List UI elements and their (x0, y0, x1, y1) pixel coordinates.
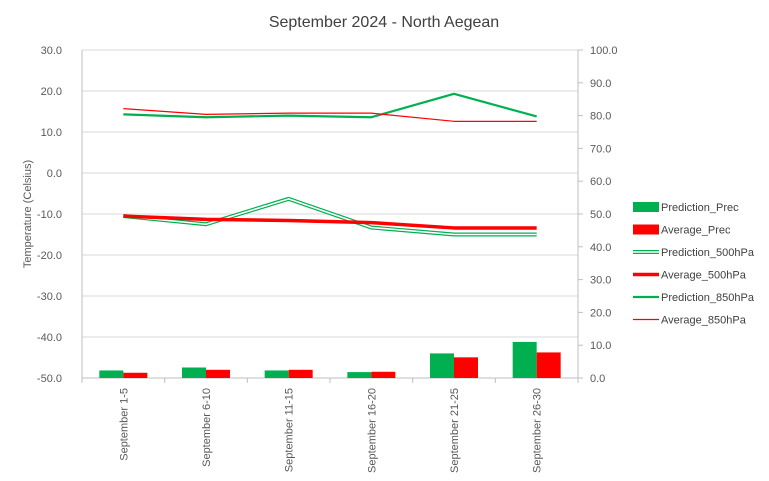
y2-tick-label: 100.0 (590, 45, 618, 57)
bar-average-prec (454, 357, 478, 378)
legend-item-average-500hpa: Average_500hPa (633, 270, 747, 282)
bar-prediction-prec (99, 370, 124, 378)
legend-item-average-850hpa: Average_850hPa (633, 315, 747, 327)
series-line (123, 108, 537, 122)
y-tick-label: 10.0 (41, 127, 62, 139)
y-tick-label: 20.0 (41, 86, 62, 98)
legend-item-average-prec: Average_Prec (633, 224, 731, 237)
x-tick-label: September 21-25 (449, 388, 461, 473)
series-line (123, 214, 537, 230)
bar-prediction-prec (182, 367, 206, 378)
series-line (123, 92, 537, 119)
y2-tick-label: 30.0 (590, 275, 611, 287)
legend-label: Average_850hPa (661, 315, 747, 327)
y-axis-title: Temperature (Celsius) (22, 160, 34, 268)
bar-average-prec (123, 372, 148, 378)
y-tick-label: -10.0 (37, 209, 62, 221)
y2-tick-label: 40.0 (590, 242, 611, 254)
legend-item-prediction-prec: Prediction_Prec (633, 202, 739, 214)
x-tick-label: September 11-15 (284, 388, 296, 472)
series-line-inner (123, 198, 537, 236)
line-average-500hpa (123, 214, 537, 230)
line-average-850hpa (123, 108, 537, 122)
bar-prediction-prec (430, 353, 454, 378)
bar-average-prec (536, 352, 561, 378)
gridlines (82, 49, 578, 338)
legend: Prediction_Prec Average_Prec Prediction_50… (633, 202, 755, 327)
y2-tick-label: 70.0 (590, 143, 611, 155)
legend-label: Prediction_Prec (661, 202, 739, 214)
y-tick-label: -50.0 (37, 373, 62, 385)
y-tick-label: -40.0 (37, 332, 62, 344)
y2-tick-label: 10.0 (590, 340, 611, 352)
bar-prediction-prec (347, 372, 372, 378)
bar-prediction-prec (512, 341, 537, 378)
line-prediction-500hpa (123, 196, 537, 237)
legend-label: Prediction_850hPa (661, 292, 755, 304)
y2-tick-label: 0.0 (590, 373, 605, 385)
x-tick-label: September 6-10 (201, 388, 213, 467)
y2-tick-label: 60.0 (590, 176, 611, 188)
bars (99, 341, 561, 378)
y-tick-label: -20.0 (37, 250, 62, 262)
lines (123, 92, 537, 237)
x-tick-label: September 1-5 (118, 388, 130, 461)
y-tick-label: 0.0 (47, 168, 62, 180)
axes (81, 49, 583, 383)
legend-label: Prediction_500hPa (661, 247, 755, 259)
legend-label: Average_Prec (661, 225, 731, 237)
bar-prediction-prec (264, 370, 289, 378)
y2-tick-label: 90.0 (590, 78, 611, 90)
legend-swatch (633, 202, 659, 212)
legend-label: Average_500hPa (661, 270, 747, 282)
bar-average-prec (371, 371, 396, 378)
chart-title: September 2024 - North Aegean (269, 14, 499, 31)
y-tick-label: 30.0 (41, 45, 62, 57)
bar-average-prec (288, 369, 313, 378)
x-tick-label: September 26-30 (532, 388, 544, 473)
legend-item-prediction-500hpa: Prediction_500hPa (633, 247, 755, 259)
legend-item-prediction-850hpa: Prediction_850hPa (633, 292, 755, 304)
tick-labels: 30.0 20.0 10.0 0.0 -10.0 -20.0 -30.0 -40.0 -50.0… (37, 45, 618, 473)
legend-swatch (633, 224, 659, 235)
line-prediction-850hpa (123, 92, 537, 119)
bar-average-prec (206, 369, 230, 378)
y2-tick-label: 50.0 (590, 209, 611, 221)
y-tick-label: -30.0 (37, 291, 62, 303)
x-tick-label: September 16-20 (366, 388, 378, 473)
y2-tick-label: 80.0 (590, 111, 611, 123)
y2-tick-label: 20.0 (590, 307, 611, 319)
